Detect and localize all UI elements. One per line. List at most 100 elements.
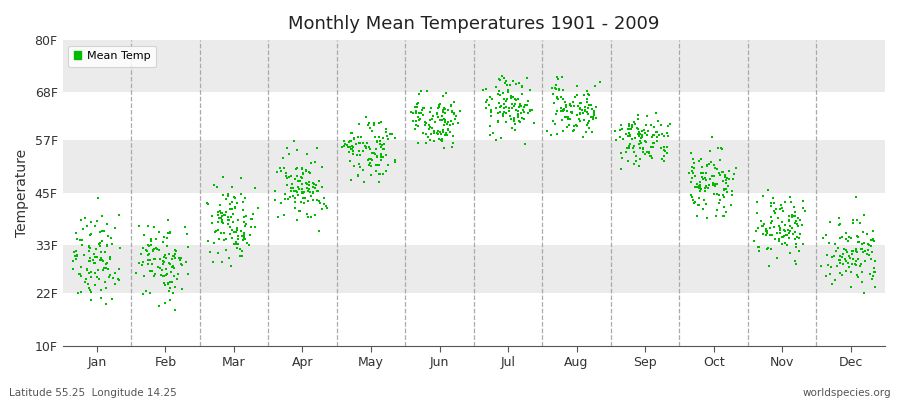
Point bbox=[772, 227, 787, 233]
Point bbox=[688, 184, 703, 190]
Point bbox=[651, 118, 665, 124]
Point bbox=[439, 90, 454, 96]
Point bbox=[414, 110, 428, 116]
Point bbox=[850, 233, 864, 240]
Point bbox=[388, 156, 402, 163]
Point bbox=[210, 184, 224, 190]
Point bbox=[409, 122, 423, 128]
Point bbox=[710, 166, 724, 172]
Point bbox=[503, 113, 517, 119]
Point bbox=[570, 92, 584, 98]
Point bbox=[156, 258, 170, 265]
Point bbox=[363, 159, 377, 166]
Point bbox=[284, 181, 299, 188]
Point bbox=[521, 110, 535, 116]
Point bbox=[480, 97, 494, 103]
Point bbox=[567, 94, 581, 100]
Point bbox=[698, 188, 712, 194]
Point bbox=[587, 110, 601, 116]
Point bbox=[578, 104, 592, 110]
Point bbox=[80, 223, 94, 229]
Point bbox=[688, 173, 702, 180]
Point bbox=[650, 128, 664, 135]
Point bbox=[425, 116, 439, 122]
Point bbox=[698, 200, 713, 207]
Point bbox=[719, 180, 733, 186]
Point bbox=[95, 266, 110, 273]
Point bbox=[137, 232, 151, 238]
Point bbox=[724, 202, 738, 208]
Point bbox=[483, 131, 498, 138]
Point bbox=[544, 84, 559, 91]
Point bbox=[306, 190, 320, 196]
Point bbox=[439, 132, 454, 139]
Point bbox=[84, 297, 98, 303]
Point bbox=[98, 260, 112, 267]
Point bbox=[564, 110, 579, 116]
Point bbox=[634, 156, 648, 162]
Point bbox=[94, 257, 109, 263]
Point bbox=[223, 231, 238, 237]
Point bbox=[163, 261, 177, 267]
Point bbox=[108, 225, 122, 231]
Point bbox=[99, 260, 113, 266]
Point bbox=[236, 198, 250, 205]
Point bbox=[201, 237, 215, 244]
Point bbox=[66, 266, 80, 272]
Point bbox=[372, 120, 386, 126]
Point bbox=[410, 114, 425, 120]
Point bbox=[716, 178, 730, 184]
Point bbox=[707, 181, 722, 187]
Point bbox=[491, 100, 506, 106]
Point bbox=[550, 108, 564, 114]
Point bbox=[515, 83, 529, 89]
Point bbox=[688, 199, 702, 206]
Point bbox=[361, 121, 375, 128]
Point bbox=[820, 262, 834, 268]
Point bbox=[650, 138, 664, 144]
Point bbox=[431, 104, 446, 111]
Point bbox=[286, 138, 301, 144]
Point bbox=[447, 116, 462, 123]
Point bbox=[565, 108, 580, 115]
Point bbox=[174, 254, 188, 261]
Point bbox=[769, 206, 783, 213]
Point bbox=[360, 140, 374, 146]
Point bbox=[494, 135, 508, 142]
Point bbox=[485, 96, 500, 102]
Point bbox=[292, 186, 306, 192]
Point bbox=[580, 90, 595, 97]
Point bbox=[825, 281, 840, 287]
Point bbox=[685, 175, 699, 181]
Point bbox=[144, 238, 158, 244]
Point bbox=[633, 138, 647, 144]
Point bbox=[299, 180, 313, 186]
Point bbox=[630, 125, 644, 131]
Point bbox=[641, 128, 655, 135]
Point bbox=[785, 214, 799, 220]
Point bbox=[608, 128, 623, 134]
Point bbox=[215, 174, 230, 180]
Point bbox=[308, 185, 322, 192]
Point bbox=[73, 271, 87, 277]
Point bbox=[354, 133, 368, 140]
Point bbox=[162, 260, 176, 266]
Point bbox=[274, 168, 289, 174]
Point bbox=[585, 129, 599, 135]
Point bbox=[479, 98, 493, 105]
Point bbox=[76, 236, 90, 243]
Point bbox=[718, 177, 733, 184]
Point bbox=[437, 145, 452, 151]
Point bbox=[562, 102, 577, 108]
Point bbox=[220, 217, 235, 224]
Point bbox=[439, 130, 454, 136]
Point bbox=[850, 274, 865, 280]
Point bbox=[789, 241, 804, 247]
Point bbox=[695, 164, 709, 170]
Point bbox=[615, 126, 629, 132]
Point bbox=[295, 165, 310, 171]
Point bbox=[782, 230, 796, 236]
Point bbox=[518, 104, 532, 110]
Point bbox=[491, 118, 505, 125]
Point bbox=[649, 129, 663, 135]
